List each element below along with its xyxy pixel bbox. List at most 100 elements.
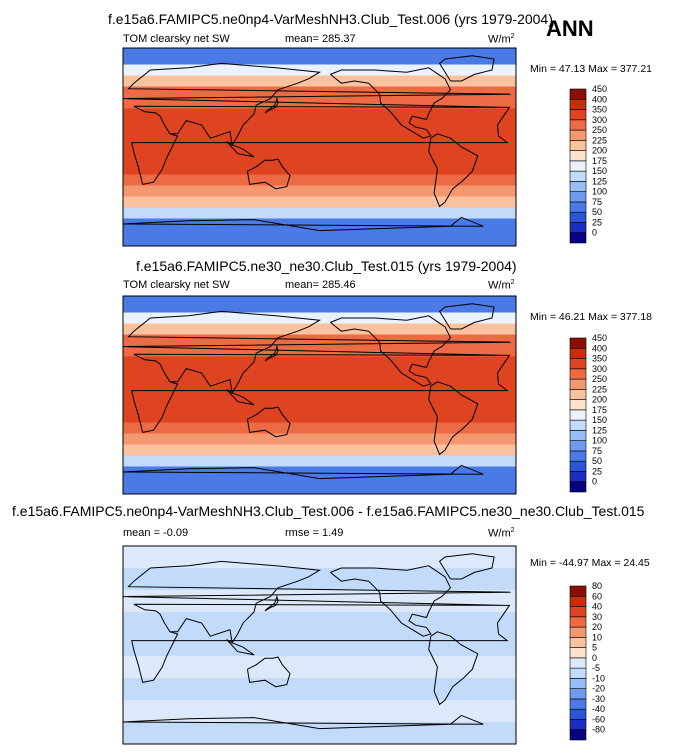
colorbar-tick-label: 225 <box>592 135 607 145</box>
colorbar-swatch <box>569 211 587 223</box>
colorbar-swatch <box>569 399 587 411</box>
colorbar-tick-label: 150 <box>592 415 607 425</box>
rmse-value: rmse = 1.49 <box>285 527 344 539</box>
colorbar-swatch <box>569 481 587 493</box>
colorbar-swatch <box>569 440 587 452</box>
coastline <box>123 464 484 480</box>
coastline <box>123 310 511 433</box>
colorbar-tick-label: 100 <box>592 187 607 197</box>
field-band <box>123 389 516 401</box>
field-band <box>123 411 516 423</box>
field-band <box>123 656 516 679</box>
coastline <box>123 62 511 185</box>
units-text: W/m <box>488 279 511 292</box>
colorbar-tick-label: 100 <box>592 436 607 446</box>
colorbar-swatch <box>569 181 587 192</box>
coastline <box>438 55 495 82</box>
field-band <box>123 700 516 723</box>
colorbar-tick-label: 5 <box>592 643 597 653</box>
colorbar-swatch <box>569 222 587 234</box>
map-border <box>122 47 517 247</box>
colorbar-swatch <box>569 358 587 370</box>
coastline <box>123 714 484 730</box>
colorbar-swatch <box>569 450 587 462</box>
colorbar-swatch <box>569 667 587 679</box>
colorbar-tick-label: 25 <box>592 217 602 227</box>
colorbar-tick-label: 250 <box>592 125 607 135</box>
colorbar-tick-label: 300 <box>592 115 607 125</box>
min-max-label: Min = 46.21 Max = 377.18 <box>530 311 652 323</box>
coastline <box>123 216 484 232</box>
field-bands <box>123 546 516 744</box>
field-band <box>123 568 516 591</box>
field-band <box>123 455 516 467</box>
field-band <box>123 373 516 390</box>
colorbar-tick-label: 350 <box>592 354 607 364</box>
coastline <box>438 303 495 330</box>
colorbar-tick-label: 75 <box>592 197 602 207</box>
colorbar-swatch <box>569 98 587 110</box>
colorbar-tick-label: 225 <box>592 384 607 394</box>
colorbar-tick-label: 125 <box>592 176 607 186</box>
colorbar-tick-label: 175 <box>592 156 607 166</box>
field-band <box>123 334 516 346</box>
coastline <box>330 67 452 139</box>
colorbar-swatch <box>569 657 587 669</box>
colorbar-swatch <box>569 232 587 244</box>
colorbar-swatch <box>569 647 587 659</box>
coastline <box>438 553 495 580</box>
min-max-label: Min = 47.13 Max = 377.21 <box>530 63 652 75</box>
colorbar-swatch <box>569 201 587 213</box>
units-text: W/m <box>488 33 511 46</box>
field-band <box>123 466 516 494</box>
colorbar-tick-label: 450 <box>592 333 607 343</box>
field-band <box>123 86 516 98</box>
mean-value: mean= 285.37 <box>285 33 356 45</box>
map-border <box>122 295 517 495</box>
colorbar-tick-label: 0 <box>592 228 597 238</box>
field-band <box>123 48 516 65</box>
field-band <box>123 323 516 335</box>
field-band <box>123 356 516 374</box>
field-band <box>123 207 516 219</box>
map-border <box>122 545 517 745</box>
colorbar-swatch <box>569 585 587 597</box>
colorbar-swatch <box>569 616 587 628</box>
field-band <box>123 422 516 434</box>
colorbar-swatch <box>569 708 587 720</box>
field-band <box>123 75 516 87</box>
map-panel-3 <box>122 545 517 745</box>
colorbar-swatch <box>569 389 587 400</box>
coastline <box>246 656 291 688</box>
min-max-label: Min = -44.97 Max = 24.45 <box>530 557 650 569</box>
colorbar-tick-label: 50 <box>592 456 602 466</box>
colorbar-swatch <box>569 471 587 483</box>
colorbar-swatch <box>569 729 587 741</box>
field-band <box>123 141 516 153</box>
map-panel-1 <box>122 47 517 247</box>
colorbar-tick-label: -30 <box>592 694 605 704</box>
field-band <box>123 400 516 412</box>
colorbar-tick-label: 0 <box>592 477 597 487</box>
field-band <box>123 174 516 186</box>
colorbar-swatch <box>569 678 587 689</box>
colorbar-tick-label: 125 <box>592 425 607 435</box>
coastline <box>264 344 279 362</box>
coastline <box>226 639 255 656</box>
colorbar-tick-label: 450 <box>592 84 607 94</box>
colorbar-tick-label: 50 <box>592 207 602 217</box>
colorbar-tick-label: 250 <box>592 374 607 384</box>
colorbar-swatch <box>569 419 587 431</box>
panel-title: f.e15a6.FAMIPC5.ne30_ne30.Club_Test.015 … <box>136 258 517 274</box>
field-band <box>123 634 516 657</box>
colorbar-swatch <box>569 460 587 472</box>
colorbar-tick-label: 30 <box>592 612 602 622</box>
field-band <box>123 196 516 208</box>
units-exponent: 2 <box>510 527 515 534</box>
colorbar-swatch <box>569 626 587 638</box>
field-band <box>123 185 516 197</box>
